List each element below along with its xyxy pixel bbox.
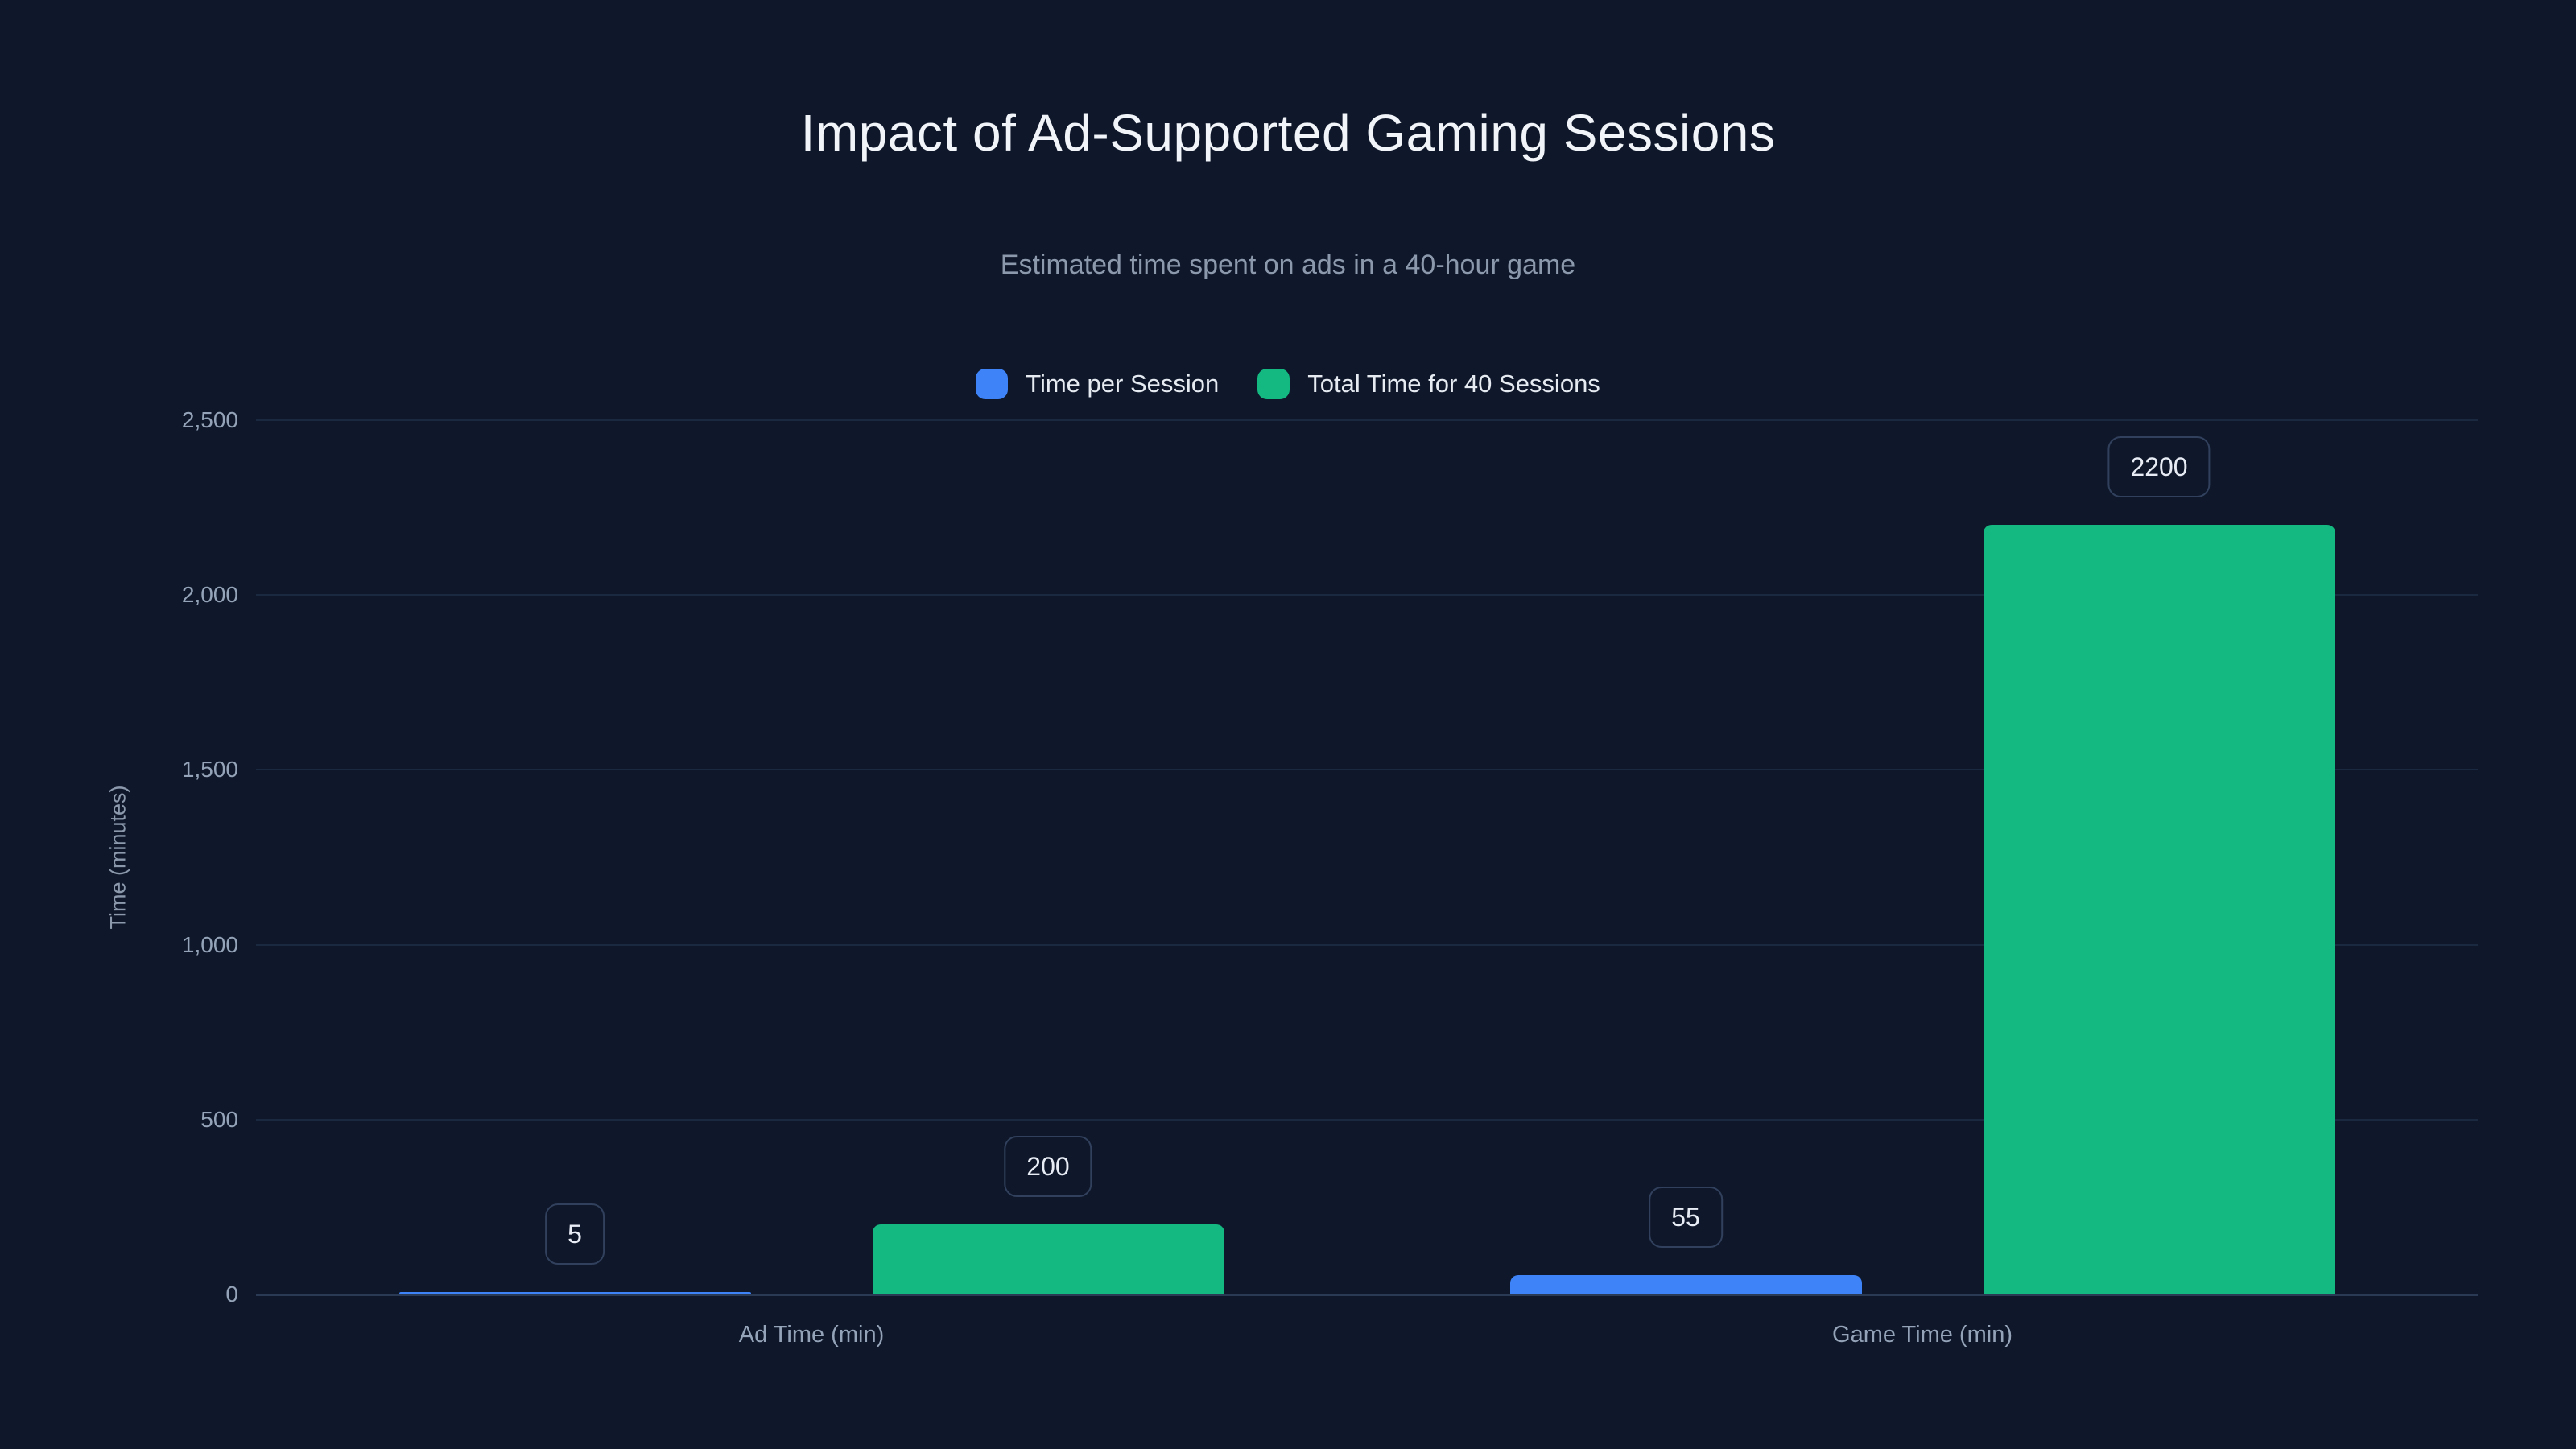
- x-axis-category-label: Game Time (min): [1832, 1322, 2013, 1348]
- bar-total-time-for-40-sessions-ad-time-min[interactable]: [872, 1224, 1224, 1294]
- y-axis-tick-label: 0: [225, 1282, 238, 1307]
- bar-value-badge-total-time-for-40-sessions-ad-time-min: 200: [1004, 1136, 1092, 1197]
- gridline: [256, 769, 2478, 771]
- gridline: [256, 1118, 2478, 1121]
- gridline: [256, 594, 2478, 597]
- legend-item-label: Total Time for 40 Sessions: [1307, 369, 1600, 398]
- y-axis-tick-label: 1,000: [181, 931, 238, 957]
- bar-value-badge-total-time-for-40-sessions-game-time-min: 2200: [2107, 436, 2211, 497]
- legend-item-time-per-session[interactable]: Time per Session: [976, 369, 1219, 399]
- gridline: [256, 943, 2478, 946]
- legend-item-label: Time per Session: [1026, 369, 1220, 398]
- chart-subtitle: Estimated time spent on ads in a 40-hour…: [1000, 250, 1576, 280]
- y-axis-tick-label: 1,500: [181, 757, 238, 782]
- bar-time-per-session-ad-time-min[interactable]: [398, 1292, 751, 1294]
- y-axis-tick-label: 2,000: [181, 582, 238, 608]
- y-axis-title: Time (minutes): [105, 785, 130, 930]
- bar-total-time-for-40-sessions-game-time-min[interactable]: [1983, 525, 2335, 1294]
- x-axis-baseline: [256, 1294, 2478, 1296]
- bar-value-badge-time-per-session-ad-time-min: 5: [545, 1203, 605, 1265]
- chart-title: Impact of Ad-Supported Gaming Sessions: [800, 104, 1776, 162]
- bar-time-per-session-game-time-min[interactable]: [1509, 1275, 1862, 1294]
- legend-swatch-icon: [976, 369, 1009, 399]
- legend: Time per Session Total Time for 40 Sessio…: [0, 369, 2576, 399]
- legend-item-total-time-for-40-sessions[interactable]: Total Time for 40 Sessions: [1257, 369, 1600, 399]
- legend-swatch-icon: [1257, 369, 1290, 399]
- y-axis-tick-label: 500: [200, 1106, 238, 1132]
- y-axis-tick-label: 2,500: [181, 407, 238, 432]
- bar-value-badge-time-per-session-game-time-min: 55: [1649, 1187, 1723, 1248]
- gridline: [256, 419, 2478, 421]
- x-axis-category-label: Ad Time (min): [738, 1322, 885, 1348]
